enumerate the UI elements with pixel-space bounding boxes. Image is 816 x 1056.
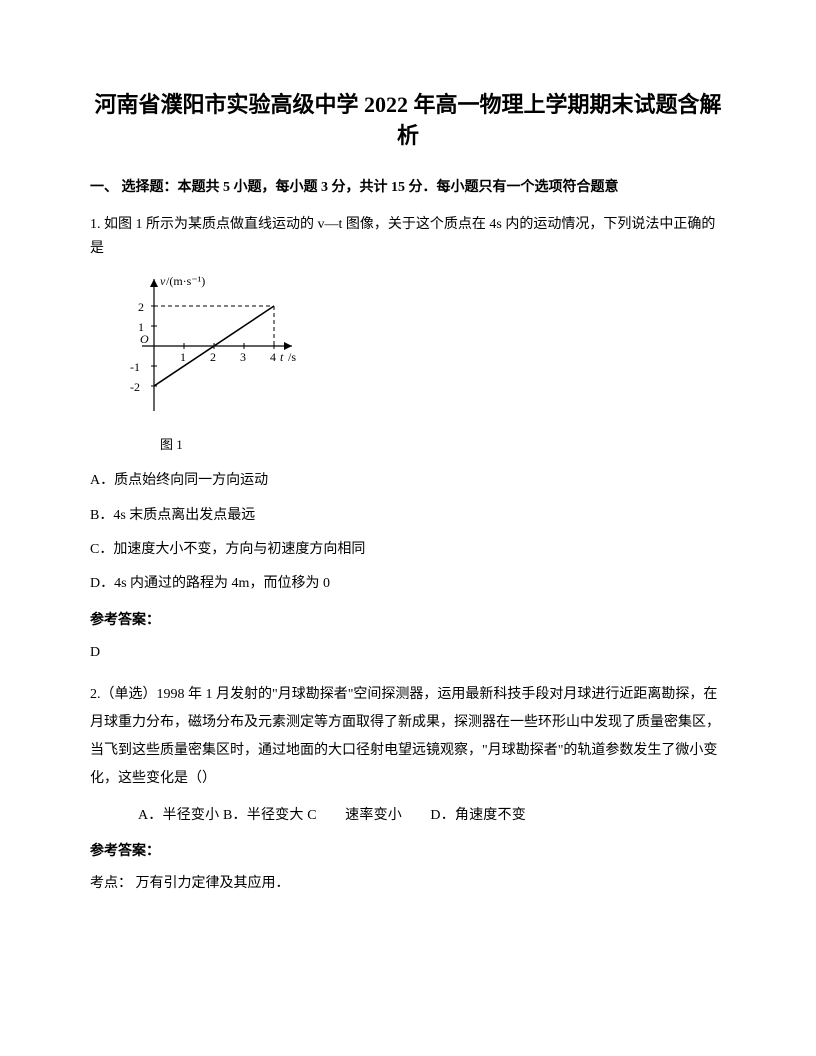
- y-tick-n1: -1: [130, 360, 140, 374]
- x-tick-4: 4: [270, 350, 276, 364]
- x-axis-label: t: [280, 350, 284, 364]
- q1-option-a: A．质点始终向同一方向运动: [90, 470, 726, 492]
- y-axis-unit: /(m·s⁻¹): [166, 274, 205, 288]
- q2-analysis: 考点： 万有引力定律及其应用．: [90, 873, 726, 895]
- section-heading: 一、 选择题：本题共 5 小题，每小题 3 分，共计 15 分．每小题只有一个选…: [90, 176, 726, 200]
- x-tick-3: 3: [240, 350, 246, 364]
- q1-stem: 1. 如图 1 所示为某质点做直线运动的 v—t 图像，关于这个质点在 4s 内…: [90, 213, 726, 261]
- x-tick-2: 2: [210, 350, 216, 364]
- x-axis-unit: /s: [288, 350, 296, 364]
- figure-caption: 图 1: [160, 435, 726, 456]
- page-title: 河南省濮阳市实验高级中学 2022 年高一物理上学期期末试题含解析: [90, 90, 726, 152]
- q1-answer-label: 参考答案：: [90, 610, 726, 632]
- origin-label: O: [140, 332, 149, 346]
- y-tick-n2: -2: [130, 380, 140, 394]
- q1-option-c: C．加速度大小不变，方向与初速度方向相同: [90, 539, 726, 561]
- q1-option-b: B．4s 末质点离出发点最远: [90, 505, 726, 527]
- q1-figure: v /(m·s⁻¹) 2 1 -1 -2 O 1 2 3 4 t /s: [114, 271, 726, 429]
- q2-options: A．半径变小 B．半径变大 C 速率变小 D．角速度不变: [138, 805, 726, 827]
- q2-answer-label: 参考答案：: [90, 841, 726, 863]
- q1-option-d: D．4s 内通过的路程为 4m，而位移为 0: [90, 573, 726, 595]
- y-tick-2: 2: [138, 300, 144, 314]
- q1-answer: D: [90, 642, 726, 664]
- x-tick-1: 1: [180, 350, 186, 364]
- q2-stem: 2.（单选）1998 年 1 月发射的"月球勘探者"空间探测器，运用最新科技手段…: [90, 681, 726, 793]
